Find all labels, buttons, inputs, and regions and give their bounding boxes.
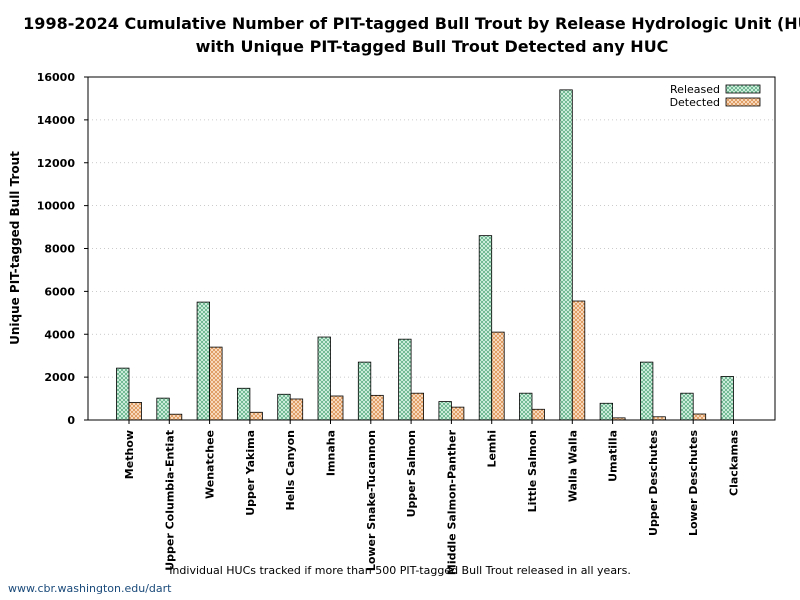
y-tick-label: 14000 <box>37 114 76 127</box>
x-tick-label: Clackamas <box>728 430 741 496</box>
bar-detected-6 <box>370 394 384 421</box>
bar-detected-4 <box>289 398 304 421</box>
bar-released-10 <box>519 392 533 421</box>
bar-detected-9 <box>491 331 505 421</box>
bar-released-0 <box>116 367 130 421</box>
bar-detected-2 <box>209 346 223 421</box>
legend-swatch-released <box>725 84 761 94</box>
y-tick-label: 16000 <box>37 71 76 84</box>
footnote: Individual HUCs tracked if more than 500… <box>169 564 631 577</box>
bar-detected-10 <box>531 408 545 421</box>
y-tick-label: 4000 <box>44 328 75 341</box>
bar-released-8 <box>438 401 452 421</box>
y-tick-label: 8000 <box>44 243 75 256</box>
source-url[interactable]: www.cbr.washington.edu/dart <box>8 582 172 595</box>
x-tick-label: Upper Salmon <box>405 430 418 517</box>
x-tick-label: Lemhi <box>486 430 499 468</box>
y-axis-ticks: 0 2000 4000 6000 8000 10000 12000 14000 16000 <box>37 71 88 427</box>
legend-label-detected: Detected <box>670 96 720 109</box>
bar-released-5 <box>317 336 331 421</box>
bar-released-7 <box>398 338 412 421</box>
bar-released-11 <box>559 89 573 421</box>
x-axis-ticks: Methow Upper Columbia-Entiat Wenatchee Uppe… <box>123 420 741 575</box>
bar-released-13 <box>640 361 654 421</box>
y-tick-label: 2000 <box>44 371 75 384</box>
x-tick-label: Upper Yakima <box>244 430 257 516</box>
x-tick-label: Imnaha <box>325 430 338 476</box>
legend-swatch-detected <box>725 97 761 107</box>
x-tick-label: Methow <box>123 430 136 479</box>
x-tick-label: Hells Canyon <box>284 430 297 510</box>
bar-detected-5 <box>330 395 344 421</box>
bar-released-9 <box>478 235 493 421</box>
bar-released-1 <box>156 397 170 421</box>
y-tick-label: 10000 <box>37 200 76 213</box>
y-tick-label: 12000 <box>37 157 76 170</box>
legend-label-released: Released <box>670 83 720 96</box>
bar-detected-3 <box>249 411 263 421</box>
bars <box>116 89 734 421</box>
x-tick-label: Umatilla <box>607 430 620 482</box>
plot-frame <box>87 76 776 421</box>
y-tick-label: 0 <box>67 414 75 427</box>
bar-released-12 <box>599 402 613 421</box>
bar-detected-1 <box>168 413 183 421</box>
bar-released-15 <box>720 376 734 421</box>
bar-detected-14 <box>692 413 707 421</box>
grid-lines <box>88 119 775 378</box>
chart-subtitle: with Unique PIT-tagged Bull Trout Detect… <box>196 37 669 56</box>
bar-detected-11 <box>571 300 586 421</box>
x-tick-label: Little Salmon <box>526 430 539 512</box>
x-tick-label: Walla Walla <box>566 430 579 502</box>
y-axis-label: Unique PIT-tagged Bull Trout <box>8 151 22 345</box>
chart-title: 1998-2024 Cumulative Number of PIT-tagge… <box>23 14 800 33</box>
x-tick-label: Middle Salmon-Panther <box>445 429 458 575</box>
x-tick-label: Upper Deschutes <box>647 430 660 536</box>
x-tick-label: Wenatchee <box>204 430 217 499</box>
x-tick-label: Lower Deschutes <box>687 430 700 536</box>
bar-released-3 <box>236 387 251 421</box>
y-tick-label: 6000 <box>44 285 75 298</box>
bar-released-14 <box>680 392 694 421</box>
x-tick-label: Upper Columbia-Entiat <box>163 430 176 571</box>
bar-detected-7 <box>410 392 425 421</box>
bar-released-2 <box>196 301 211 421</box>
bar-detected-0 <box>128 402 142 421</box>
bar-detected-8 <box>450 406 465 421</box>
x-tick-label: Lower Snake-Tucannon <box>365 430 378 571</box>
bar-released-4 <box>277 393 291 421</box>
bar-released-6 <box>357 361 372 421</box>
